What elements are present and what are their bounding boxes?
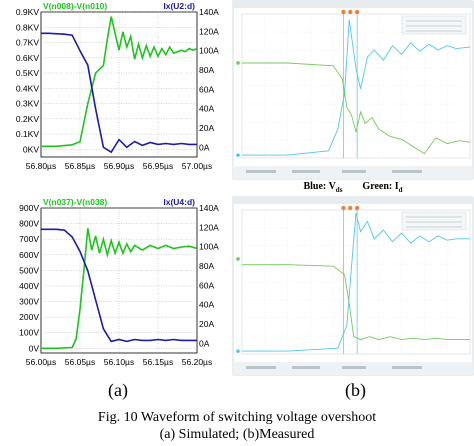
y-left-tick-label: 0KV [23, 144, 39, 154]
series-label-current: Ix(U2:d) [163, 1, 195, 11]
y-left-tick-label: 0.2KV [16, 114, 39, 124]
x-tick-label: 56.80µs [26, 161, 56, 171]
scope-measure-box [401, 15, 467, 35]
y-right-tick-label: 80A [199, 65, 214, 75]
scope-readout [342, 366, 366, 369]
measured-scope-bottom [232, 196, 474, 376]
x-tick-label: 56.95µs [143, 161, 173, 171]
current-line [41, 228, 197, 343]
measured-scope-top [232, 0, 474, 180]
x-tick-label: 56.90µs [104, 161, 134, 171]
y-left-tick-label: 300V [19, 297, 39, 307]
channel-marker-green [236, 61, 240, 65]
y-left-tick-label: 0.4KV [16, 83, 39, 93]
subfigure-label-a: (a) [108, 380, 128, 400]
y-left-tick-label: 0.6KV [16, 53, 39, 63]
y-right-tick-label: 20A [199, 123, 214, 133]
scope-readout [246, 366, 276, 369]
y-right-tick-label: 100A [199, 242, 219, 252]
voltage-line [41, 16, 197, 148]
series-label-voltage: V(n008)-V(n010) [43, 1, 107, 11]
scope-readout [392, 366, 422, 369]
scope-measure-box [401, 211, 467, 231]
scope-trace-green [242, 62, 471, 155]
scope-readout [292, 170, 320, 173]
scope-trace-cyan [242, 19, 471, 156]
scope-status-bar [233, 1, 473, 8]
scope-readout [246, 170, 276, 173]
scope-readout [292, 366, 320, 369]
channel-marker-cyan [236, 349, 240, 353]
channel-marker-green [236, 257, 240, 261]
scope-trigger-marker [354, 205, 360, 211]
scope-trigger-marker [341, 9, 346, 15]
y-left-tick-label: 400V [19, 281, 39, 291]
legend-green: Green: Id [362, 181, 403, 194]
y-right-tick-label: 60A [199, 280, 214, 290]
scope-trigger-marker [348, 205, 353, 211]
y-left-tick-label: 200V [19, 312, 39, 322]
scope-status-bar [233, 197, 473, 204]
y-left-tick-label: 700V [19, 234, 39, 244]
y-left-tick-label: 0.1KV [16, 129, 39, 139]
y-left-tick-label: 0.3KV [16, 99, 39, 109]
y-right-tick-label: 140A [199, 203, 219, 213]
subfigure-label-b: (b) [345, 380, 366, 400]
y-left-tick-label: 600V [19, 250, 39, 260]
y-left-tick-label: 900V [19, 203, 39, 213]
scope-readout [392, 170, 422, 173]
y-left-tick-label: 800V [19, 219, 39, 229]
y-right-tick-label: 40A [199, 104, 214, 114]
scope-trigger-marker [348, 9, 353, 15]
figure-caption: Fig. 10 Waveform of switching voltage ov… [97, 410, 377, 425]
y-right-tick-label: 0A [199, 142, 210, 152]
x-tick-label: 56.05µs [65, 357, 95, 367]
y-left-tick-label: 0V [29, 343, 40, 353]
y-right-tick-label: 80A [199, 261, 214, 271]
y-left-tick-label: 0.7KV [16, 38, 39, 48]
current-line [41, 32, 197, 154]
channel-marker-cyan [236, 153, 240, 157]
y-right-tick-label: 0A [199, 338, 210, 348]
simulated-chart-top: 0KV 0.1KV 0.2KV 0.3KV 0.4KV 0.5KV 0.6KV 0.7KV 0.… [16, 1, 219, 171]
scope-legend: Blue: Vds Green: Id [232, 179, 474, 196]
x-tick-label: 56.10µs [104, 357, 134, 367]
x-tick-label: 57.00µs [182, 161, 212, 171]
y-right-tick-label: 120A [199, 222, 219, 232]
scope-readout [342, 170, 366, 173]
scope-trace-green [242, 264, 470, 341]
y-left-tick-label: 500V [19, 265, 39, 275]
voltage-line [41, 228, 197, 350]
y-right-tick-label: 120A [199, 26, 219, 36]
x-tick-label: 56.85µs [65, 161, 95, 171]
series-label-voltage: V(n037)-V(n038) [43, 197, 107, 207]
legend-blue: Blue: Vds [303, 181, 343, 194]
scope-trace-cyan [242, 212, 470, 352]
y-right-tick-label: 40A [199, 300, 214, 310]
y-right-tick-label: 60A [199, 84, 214, 94]
scope-trigger-marker [341, 205, 346, 211]
y-left-tick-label: 0.5KV [16, 68, 39, 78]
scope-trigger-marker [354, 9, 360, 15]
y-left-tick-label: 0.8KV [16, 22, 39, 32]
y-left-tick-label: 100V [19, 328, 39, 338]
y-left-tick-label: 0.9KV [16, 7, 39, 17]
y-right-tick-label: 100A [199, 46, 219, 56]
x-tick-label: 56.15µs [143, 357, 173, 367]
y-right-tick-label: 20A [199, 319, 214, 329]
x-tick-label: 56.00µs [26, 357, 56, 367]
x-tick-label: 56.20µs [182, 357, 212, 367]
y-right-tick-label: 140A [199, 7, 219, 17]
figure-subcaption: (a) Simulated; (b)Measured [159, 427, 315, 442]
series-label-current: Ix(U4:d) [163, 197, 195, 207]
simulated-chart-bottom: 0V 100V 200V 300V 400V 500V 600V 700V 800V 900V 0A… [19, 197, 219, 367]
